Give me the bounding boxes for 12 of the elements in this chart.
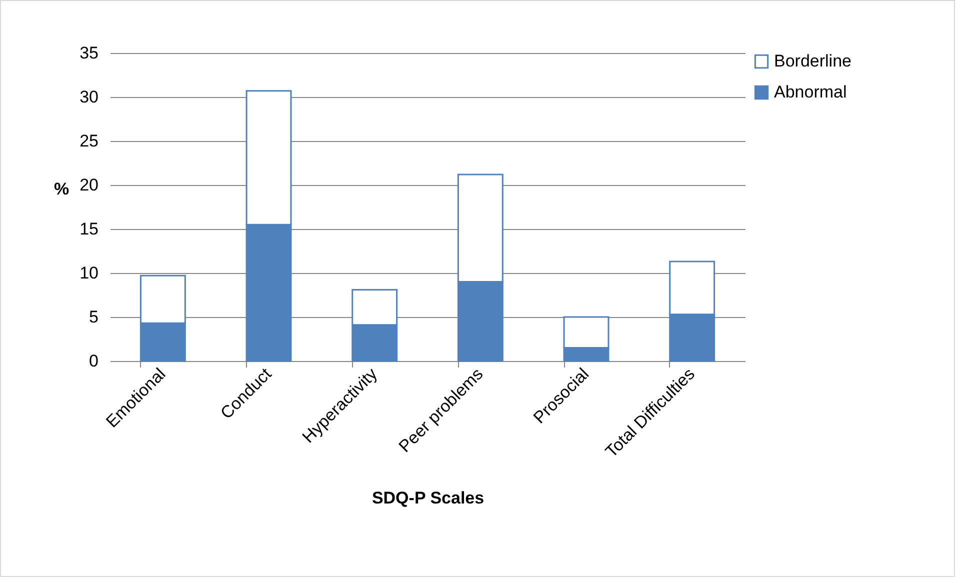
y-tick-label: 0	[89, 352, 98, 370]
y-tick-label: 20	[80, 176, 98, 194]
legend-label: Abnormal	[774, 82, 847, 102]
y-tick-label: 10	[80, 264, 98, 282]
y-axis-title: %	[54, 180, 70, 198]
y-tick-label: 5	[89, 308, 98, 326]
y-tick-label: 25	[80, 132, 98, 150]
legend-label: Borderline	[774, 52, 852, 70]
x-axis-title: SDQ-P Scales	[372, 488, 484, 508]
y-tick-label: 35	[80, 44, 98, 62]
y-tick-label: 30	[80, 88, 98, 106]
y-tick-label: 15	[80, 220, 98, 238]
